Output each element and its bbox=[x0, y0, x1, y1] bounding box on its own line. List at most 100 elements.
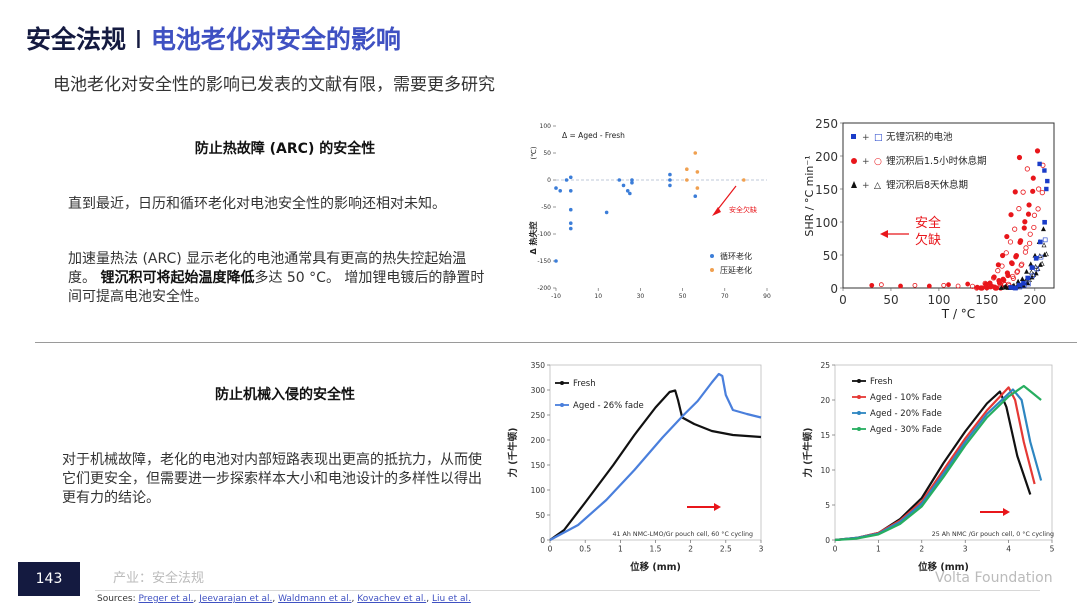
legend-dot bbox=[857, 427, 861, 431]
x-tick-label: 2 bbox=[919, 545, 924, 554]
arrow-head bbox=[712, 207, 721, 216]
x-tick-label: 0 bbox=[833, 545, 838, 554]
title-main: 安全法规 bbox=[26, 25, 127, 54]
data-point bbox=[1042, 237, 1048, 243]
data-point bbox=[630, 180, 634, 185]
footer-breadcrumb: 产业：安全法规 bbox=[113, 571, 205, 586]
arrow-label-line1: 安全 bbox=[915, 215, 941, 231]
data-point bbox=[1031, 212, 1038, 218]
x-tick-label: 3 bbox=[759, 545, 764, 554]
data-point bbox=[568, 189, 573, 193]
y-tick-label: 150 bbox=[815, 183, 838, 197]
y-tick-label: 10 bbox=[820, 466, 830, 475]
data-point bbox=[969, 283, 976, 289]
data-point bbox=[1007, 239, 1014, 245]
data-point bbox=[1031, 224, 1037, 231]
y-tick-label: 50 bbox=[823, 249, 838, 263]
brand-name: Volta Foundation bbox=[935, 570, 1053, 586]
data-point bbox=[1044, 186, 1049, 192]
y-tick-label: 0 bbox=[547, 177, 551, 184]
arrow-label-line2: 欠缺 bbox=[915, 232, 941, 248]
legend-marker bbox=[710, 268, 714, 272]
data-point bbox=[568, 175, 573, 180]
legend-label: 循环老化 bbox=[720, 251, 752, 261]
data-point bbox=[1025, 281, 1031, 287]
footer-divider bbox=[95, 590, 1040, 591]
data-point bbox=[1023, 245, 1029, 251]
data-point bbox=[1009, 260, 1015, 266]
y-tick-label: -50 bbox=[541, 204, 551, 211]
data-point bbox=[1030, 175, 1036, 181]
data-point bbox=[554, 259, 558, 263]
data-point bbox=[1035, 206, 1041, 212]
source-link[interactable]: Waldmann et al. bbox=[278, 594, 352, 604]
data-point bbox=[999, 252, 1006, 259]
source-link[interactable]: Jeevarajan et al. bbox=[199, 594, 273, 604]
chart-note: 25 Ah NMC /Gr pouch cell, 0 °C cycling bbox=[932, 530, 1054, 538]
y-tick-label: 25 bbox=[820, 361, 830, 370]
chart-background bbox=[796, 116, 1064, 324]
y-axis-label: Δ 热失控 bbox=[528, 222, 538, 255]
legend-marker bbox=[710, 254, 714, 258]
arrow-head bbox=[714, 503, 721, 511]
data-point bbox=[685, 178, 689, 182]
legend-label: 锂沉积后1.5小时休息期 bbox=[886, 155, 987, 167]
chart-note: 41 Ah NMC-LMO/Gr pouch cell, 60 °C cycli… bbox=[613, 530, 753, 538]
arc-paragraph-2-start: 加速量热法 (ARC) 显示老化的电池通常具有更高的热失控起始温度。 bbox=[68, 251, 467, 286]
data-point bbox=[912, 282, 918, 288]
data-point bbox=[996, 278, 1002, 284]
x-tick-label: -10 bbox=[551, 293, 561, 300]
y-axis-label: SHR / °C min⁻¹ bbox=[803, 155, 816, 236]
arrow-head bbox=[1003, 508, 1010, 516]
data-point bbox=[568, 226, 573, 231]
data-point bbox=[1000, 276, 1006, 282]
legend-dot bbox=[560, 381, 564, 385]
y-tick-label: 350 bbox=[531, 361, 546, 370]
source-link[interactable]: Preger et al. bbox=[138, 594, 194, 604]
chart-delta-onset: -10 10 30 50 70 90 -200 -150 -100 -50 0 50 100 Δ = Ag… bbox=[522, 118, 772, 303]
plot-frame bbox=[834, 364, 1053, 541]
data-point bbox=[621, 183, 626, 188]
data-point bbox=[1004, 233, 1010, 240]
x-tick-label: 2.5 bbox=[720, 545, 732, 554]
data-point bbox=[1025, 211, 1032, 217]
data-point bbox=[693, 151, 698, 155]
data-point bbox=[1033, 263, 1039, 269]
data-point bbox=[979, 285, 985, 291]
data-point bbox=[1019, 276, 1025, 282]
x-tick-label: 50 bbox=[883, 293, 898, 307]
data-point bbox=[1024, 268, 1030, 274]
y-tick-label: 0 bbox=[825, 536, 830, 545]
data-point bbox=[955, 283, 961, 289]
legend-label: 压延老化 bbox=[720, 265, 752, 275]
data-point bbox=[1024, 166, 1030, 172]
data-point bbox=[604, 210, 609, 215]
y-tick-label: 100 bbox=[540, 123, 552, 130]
x-tick-label: 50 bbox=[679, 293, 687, 300]
data-point bbox=[1012, 226, 1018, 232]
legend-hollow: ○ bbox=[874, 157, 882, 167]
y-tick-label: 300 bbox=[531, 386, 546, 395]
data-point bbox=[568, 221, 573, 225]
y-axis-unit: (℃) bbox=[530, 146, 538, 160]
data-point bbox=[1043, 251, 1049, 257]
y-tick-label: 100 bbox=[531, 486, 546, 495]
legend-plus: + bbox=[862, 133, 870, 143]
arc-highlight: 锂沉积可将起始温度降低 bbox=[100, 270, 255, 286]
legend-dot bbox=[857, 379, 861, 383]
data-point bbox=[1013, 254, 1019, 260]
source-link[interactable]: Kovachev et al. bbox=[357, 594, 427, 604]
data-point bbox=[1022, 219, 1028, 225]
data-point bbox=[999, 263, 1005, 269]
data-point bbox=[1004, 270, 1010, 276]
source-link[interactable]: Liu et al. bbox=[431, 594, 471, 604]
data-point bbox=[1014, 268, 1021, 274]
data-point bbox=[990, 275, 997, 281]
legend-label: Fresh bbox=[573, 379, 596, 389]
data-point bbox=[741, 178, 746, 182]
data-point bbox=[1045, 178, 1050, 184]
x-tick-label: 0 bbox=[548, 545, 553, 554]
data-point bbox=[1030, 273, 1035, 279]
x-tick-label: 4 bbox=[1006, 545, 1011, 554]
data-point bbox=[1038, 239, 1043, 245]
